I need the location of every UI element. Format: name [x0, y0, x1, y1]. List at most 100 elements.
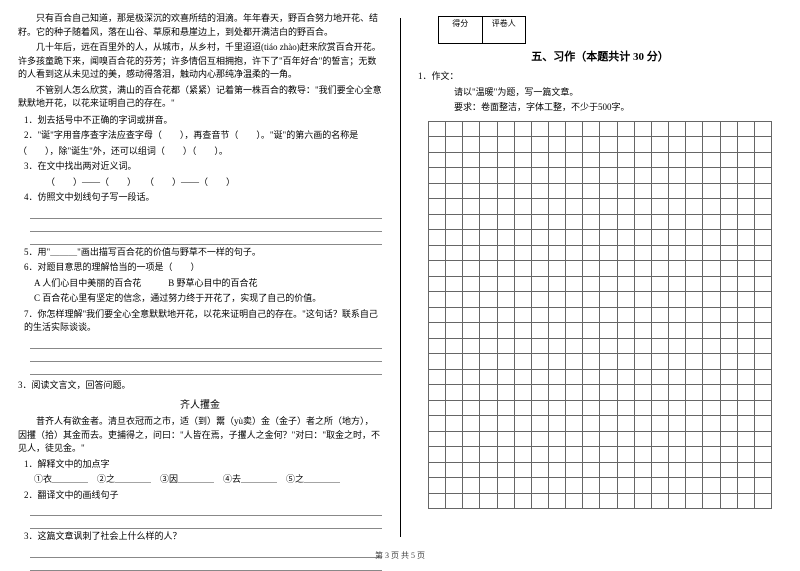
grid-cell [566, 261, 583, 277]
grid-cell [600, 184, 617, 200]
grid-cell [549, 215, 566, 231]
grid-cell [515, 292, 532, 308]
grid-cell [669, 323, 686, 339]
grid-cell [498, 463, 515, 479]
grid-cell [618, 215, 635, 231]
grid-cell [515, 137, 532, 153]
grid-cell [652, 292, 669, 308]
grid-cell [738, 478, 755, 494]
grid-cell [669, 153, 686, 169]
grid-cell [686, 122, 703, 138]
grid-cell [566, 478, 583, 494]
grid-cell [429, 339, 446, 355]
grid-cell [755, 292, 772, 308]
grid-cell [600, 447, 617, 463]
grid-cell [669, 370, 686, 386]
grid-cell [721, 416, 738, 432]
grid-cell [583, 292, 600, 308]
grid-cell [635, 370, 652, 386]
grid-cell [686, 184, 703, 200]
grid-cell [583, 401, 600, 417]
grid-cell [446, 447, 463, 463]
grid-cell [738, 292, 755, 308]
grid-cell [669, 401, 686, 417]
grid-cell [532, 354, 549, 370]
grid-cell [669, 230, 686, 246]
grid-cell [686, 168, 703, 184]
grid-cell [498, 447, 515, 463]
grid-cell [583, 137, 600, 153]
grid-cell [703, 416, 720, 432]
grid-cell [600, 168, 617, 184]
grid-cell [480, 230, 497, 246]
grid-cell [549, 463, 566, 479]
grid-cell [463, 168, 480, 184]
grid-cell [738, 261, 755, 277]
grid-cell [549, 416, 566, 432]
grid-cell [566, 122, 583, 138]
grid-cell [686, 494, 703, 510]
grid-cell [549, 385, 566, 401]
grid-cell [583, 323, 600, 339]
grid-cell [429, 308, 446, 324]
grid-cell [583, 478, 600, 494]
grid-cell [755, 385, 772, 401]
grid-cell [583, 339, 600, 355]
grid-cell [755, 230, 772, 246]
grid-cell [652, 308, 669, 324]
grid-cell [480, 261, 497, 277]
grid-cell [566, 184, 583, 200]
grid-cell [600, 354, 617, 370]
grid-cell [463, 432, 480, 448]
grid-cell [480, 199, 497, 215]
prompt-2: 要求：卷面整洁，字体工整，不少于500字。 [454, 101, 782, 115]
grid-cell [583, 416, 600, 432]
grid-cell [703, 370, 720, 386]
grid-cell [515, 122, 532, 138]
grid-cell [446, 432, 463, 448]
grid-cell [721, 168, 738, 184]
grid-cell [498, 494, 515, 510]
grid-cell [755, 494, 772, 510]
grid-cell [721, 494, 738, 510]
grid-cell [618, 199, 635, 215]
grid-cell [755, 339, 772, 355]
grid-cell [703, 432, 720, 448]
grid-cell [618, 354, 635, 370]
question-4: 4．仿照文中划线句子写一段话。 [24, 191, 382, 205]
question-6a: A 人们心目中美丽的百合花 B 野草心目中的百合花 [34, 277, 382, 291]
grid-cell [515, 432, 532, 448]
grid-cell [635, 354, 652, 370]
grid-cell [652, 246, 669, 262]
grid-cell [566, 354, 583, 370]
grid-cell [600, 494, 617, 510]
question-6: 6．对题目意思的理解恰当的一项是（ ） [24, 261, 382, 275]
grid-cell [635, 153, 652, 169]
grid-cell [463, 122, 480, 138]
grid-cell [738, 323, 755, 339]
grid-cell [480, 354, 497, 370]
grid-cell [635, 137, 652, 153]
grid-cell [566, 432, 583, 448]
grid-cell [498, 137, 515, 153]
grid-cell [618, 137, 635, 153]
grid-cell [463, 463, 480, 479]
grid-cell [618, 463, 635, 479]
grid-cell [583, 215, 600, 231]
grid-cell [652, 122, 669, 138]
grid-cell [498, 168, 515, 184]
grid-cell [566, 339, 583, 355]
grid-cell [738, 199, 755, 215]
grid-cell [755, 354, 772, 370]
grid-cell [583, 261, 600, 277]
grid-cell [463, 199, 480, 215]
grid-cell [446, 416, 463, 432]
grid-cell [703, 277, 720, 293]
grid-cell [600, 215, 617, 231]
grid-cell [515, 401, 532, 417]
grid-cell [652, 261, 669, 277]
grid-cell [532, 277, 549, 293]
grid-cell [703, 215, 720, 231]
grid-cell [532, 230, 549, 246]
grid-cell [669, 168, 686, 184]
